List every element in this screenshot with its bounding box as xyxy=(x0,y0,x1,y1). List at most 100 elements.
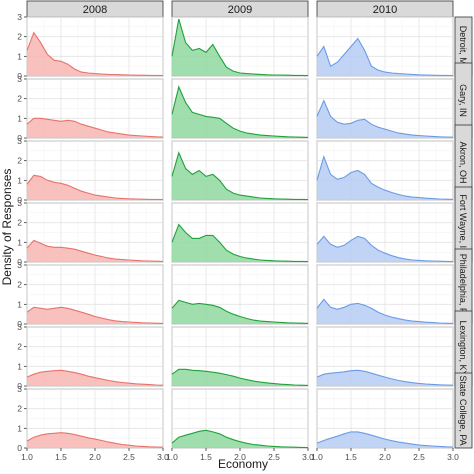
density-line xyxy=(26,31,164,77)
density-area xyxy=(172,430,308,448)
density-area xyxy=(172,369,308,386)
panel-0-2 xyxy=(316,16,454,77)
density-line xyxy=(171,299,309,324)
x-tick-label: 2.0 xyxy=(379,452,391,462)
x-tick-label: 2.5 xyxy=(268,452,280,462)
panel-5-2 xyxy=(316,326,454,387)
row-strip-state-college-pa: State College, PA xyxy=(454,372,473,449)
y-tick-label: 1 xyxy=(17,113,22,123)
y-tick-label: 0 xyxy=(17,319,22,329)
density-area xyxy=(317,236,453,262)
row-strip-philadelphia-pa: Philadelphia, PA xyxy=(454,248,473,325)
panel-6-2 xyxy=(316,388,454,449)
x-tick-label: 1.0 xyxy=(311,452,323,462)
density-area xyxy=(317,38,453,76)
row-strip-label: Detroit, MI xyxy=(458,26,468,68)
x-tick-label: 2.5 xyxy=(123,452,135,462)
panel-2-1 xyxy=(171,140,309,201)
panel-2-0 xyxy=(26,140,164,201)
row-strip-fort-wayne-in: Fort Wayne, IN xyxy=(454,186,473,263)
panel-3-0 xyxy=(26,202,164,263)
y-tick-label: 2 xyxy=(17,32,22,42)
density-line xyxy=(316,235,454,263)
y-tick-label: 1 xyxy=(17,299,22,309)
density-line xyxy=(26,306,164,324)
y-tick-label: 0 xyxy=(17,381,22,391)
panel-2-2 xyxy=(316,140,454,201)
density-area xyxy=(27,32,163,76)
x-tick-label: 3.0 xyxy=(157,452,169,462)
x-tick-label: 1.5 xyxy=(55,452,67,462)
y-tick-label: 1 xyxy=(17,361,22,371)
column-strip-2009: 2009 xyxy=(171,0,309,18)
row-strip-label: Akron, OH xyxy=(458,141,468,183)
y-tick-label: 3 xyxy=(17,136,22,146)
panel-0-0 xyxy=(26,16,164,77)
row-strip-label: Philadelphia, PA xyxy=(458,254,468,319)
x-tick-label: 2.0 xyxy=(234,452,246,462)
y-tick-label: 3 xyxy=(17,260,22,270)
y-tick-label: 2 xyxy=(17,156,22,166)
density-area xyxy=(317,100,453,138)
y-tick-label: 2 xyxy=(17,404,22,414)
y-tick-label: 1 xyxy=(17,175,22,185)
density-area xyxy=(317,370,453,386)
density-line xyxy=(171,429,309,449)
y-tick-label: 0 xyxy=(17,71,22,81)
row-strip-label: Lexington, KY xyxy=(458,320,468,376)
x-tick-label: 1.0 xyxy=(166,452,178,462)
density-area xyxy=(27,307,163,324)
row-strip-label: Fort Wayne, IN xyxy=(458,194,468,254)
panel-5-0 xyxy=(26,326,164,387)
panel-4-0 xyxy=(26,264,164,325)
panel-4-1 xyxy=(171,264,309,325)
column-strip-label: 2008 xyxy=(83,4,107,16)
x-tick-label: 2.0 xyxy=(89,452,101,462)
density-line xyxy=(171,85,309,138)
y-tick-label: 0 xyxy=(17,133,22,143)
y-tick-label: 3 xyxy=(17,12,22,22)
y-tick-label: 3 xyxy=(17,322,22,332)
density-area xyxy=(317,156,453,200)
density-line xyxy=(316,369,454,386)
column-strip-label: 2010 xyxy=(373,4,397,16)
x-tick-label: 3.0 xyxy=(447,452,459,462)
panel-3-1 xyxy=(171,202,309,263)
panel-1-1 xyxy=(171,78,309,139)
panel-6-1 xyxy=(171,388,309,449)
y-tick-label: 2 xyxy=(17,218,22,228)
density-area xyxy=(172,300,308,324)
row-strip-label: Gary, IN xyxy=(458,84,468,117)
density-line xyxy=(171,368,309,386)
panel-1-2 xyxy=(316,78,454,139)
y-tick-label: 0 xyxy=(17,257,22,267)
column-strip-2008: 2008 xyxy=(26,0,164,18)
x-axis-label: Economy xyxy=(218,457,268,471)
y-tick-label: 1 xyxy=(17,423,22,433)
y-tick-label: 2 xyxy=(17,342,22,352)
x-tick-label: 1.5 xyxy=(200,452,212,462)
column-strip-label: 2009 xyxy=(228,4,252,16)
density-area xyxy=(172,224,308,262)
density-line xyxy=(171,18,309,77)
panel-0-1 xyxy=(171,16,309,77)
density-area xyxy=(27,432,163,448)
panel-3-2 xyxy=(316,202,454,263)
density-line xyxy=(171,151,309,201)
x-tick-label: 1.5 xyxy=(345,452,357,462)
density-line xyxy=(26,432,164,448)
density-line xyxy=(316,298,454,324)
density-line xyxy=(26,117,164,138)
density-area xyxy=(27,240,163,262)
density-line xyxy=(171,223,309,263)
panel-5-1 xyxy=(171,326,309,387)
strip-background xyxy=(454,372,473,449)
y-tick-label: 3 xyxy=(17,384,22,394)
density-area xyxy=(172,152,308,200)
density-line xyxy=(26,369,164,386)
density-line xyxy=(316,431,454,448)
x-tick-label: 3.0 xyxy=(302,452,314,462)
y-tick-label: 2 xyxy=(17,94,22,104)
y-tick-label: 3 xyxy=(17,74,22,84)
panel-1-0 xyxy=(26,78,164,139)
